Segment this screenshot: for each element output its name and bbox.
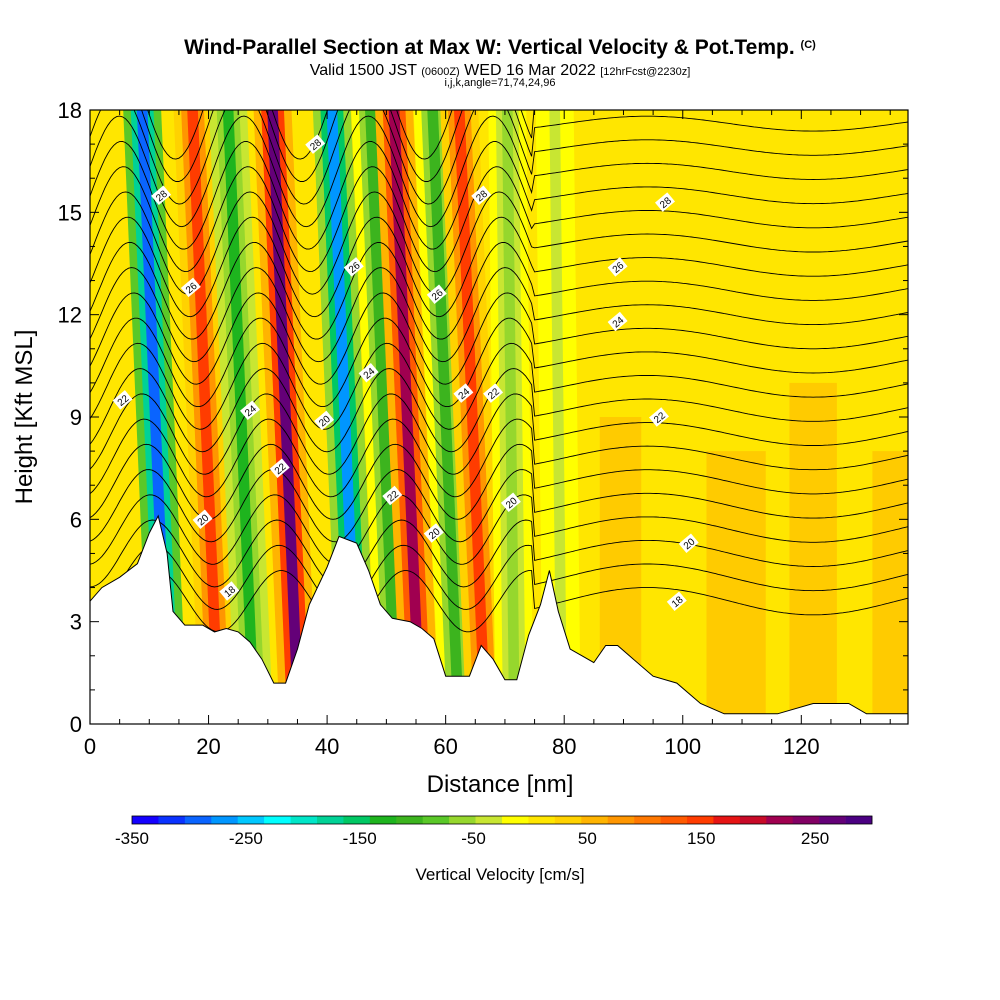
subtitle-fcst: [12hrFcst@2230z] (600, 66, 691, 78)
colorbar-swatch (396, 816, 424, 824)
x-tick-label: 40 (315, 734, 339, 759)
colorbar-swatch (475, 816, 503, 824)
velocity-band-core (365, 110, 402, 724)
theta-contour-line (90, 241, 908, 340)
colorbar-swatch (792, 816, 820, 824)
x-tick-label: 120 (783, 734, 820, 759)
theta-contour-line (90, 393, 908, 475)
y-axis-title: Height [Kft MSL] (11, 330, 38, 505)
y-tick-label: 3 (70, 610, 82, 635)
colorbar-tick-label: -350 (115, 829, 149, 848)
colorbar-tick-label: -150 (343, 829, 377, 848)
terrain (90, 514, 908, 724)
colorbar-swatch (528, 816, 556, 824)
colorbar: -350 -250 -150 -50 50 150 250 (115, 815, 873, 848)
colorbar-label: Vertical Velocity [cm/s] (415, 865, 584, 884)
colorbar-tick-label: -250 (229, 829, 263, 848)
colorbar-swatch (687, 816, 714, 824)
colorbar-swatch (184, 816, 212, 824)
theta-contour-line (90, 368, 908, 453)
theta-contour-line (90, 115, 908, 228)
theta-contour-line (90, 216, 908, 318)
colorbar-tick-label: 150 (687, 829, 715, 848)
colorbar-swatch (343, 816, 371, 824)
y-tick-label: 6 (70, 507, 82, 532)
axes: 0 20 40 60 80 100 120 0 3 6 9 12 15 18 (58, 98, 908, 759)
field-weak-updraft (872, 451, 908, 724)
velocity-band-core (501, 110, 520, 724)
theta-contour-line (90, 267, 908, 363)
colorbar-tick-label: 50 (578, 829, 597, 848)
colorbar-swatch (581, 816, 609, 824)
theta-contour-line (90, 469, 908, 543)
colorbar-swatch (502, 816, 529, 824)
colorbar-swatch (132, 816, 159, 824)
colorbar-swatch (845, 816, 873, 824)
x-tick-label: 0 (84, 734, 96, 759)
theta-contour-line (90, 494, 908, 565)
colorbar-swatch (634, 816, 661, 824)
colorbar-swatch (422, 816, 450, 824)
theta-contour-line (90, 519, 908, 588)
theta-contour-line (90, 342, 908, 430)
chart-subtitle-indices: i,j,k,angle=71,74,24,96 (444, 77, 556, 89)
subtitle-utc: (0600Z) (421, 66, 460, 78)
chart-subtitle: Valid 1500 JST (0600Z) WED 16 Mar 2022 [… (0, 62, 1000, 80)
subtitle-date: WED 16 Mar 2022 (464, 62, 596, 79)
colorbar-swatch (449, 816, 476, 824)
velocity-band-core (222, 110, 260, 724)
colorbar-swatch (158, 816, 186, 824)
colorbar-swatch (713, 816, 741, 824)
theta-contour-line (141, 110, 908, 182)
colorbar-swatch (237, 816, 265, 824)
velocity-band-core (549, 110, 568, 724)
colorbar-swatch (211, 816, 239, 824)
velocity-field (90, 110, 908, 724)
theta-contour-line (90, 418, 908, 498)
theta-contour-line (90, 110, 908, 205)
theta-contour-line (90, 443, 908, 520)
field-weak-updraft (706, 451, 766, 724)
x-tick-label: 20 (196, 734, 220, 759)
field-weak-updraft (789, 382, 837, 724)
x-tick-label: 60 (433, 734, 457, 759)
colorbar-swatch (264, 816, 291, 824)
colorbar-swatch (317, 816, 344, 824)
theta-contour-line (90, 317, 908, 408)
colorbar-swatch (369, 816, 397, 824)
colorbar-swatch (290, 816, 318, 824)
colorbar-tick-label: 250 (801, 829, 829, 848)
title-mark: (C) (800, 39, 816, 51)
theta-contour-line (90, 292, 908, 385)
terrain-mask (90, 514, 908, 724)
colorbar-swatch (739, 816, 767, 824)
velocity-band-core (427, 110, 465, 724)
x-tick-label: 100 (664, 734, 701, 759)
velocity-band-core (267, 110, 304, 724)
y-tick-label: 15 (58, 200, 82, 225)
colorbar-swatch (554, 816, 582, 824)
subtitle-valid: Valid 1500 JST (309, 62, 417, 79)
y-tick-label: 12 (58, 303, 82, 328)
colorbar-swatch (607, 816, 635, 824)
colorbar-swatch (660, 816, 688, 824)
y-tick-label: 18 (58, 98, 82, 123)
colorbar-tick-label: -50 (461, 829, 486, 848)
colorbar-swatch (819, 816, 846, 824)
theta-contour-line (90, 141, 908, 250)
theta-contour-line (90, 191, 908, 295)
theta-contours (90, 110, 908, 633)
theta-contour-line (90, 166, 908, 273)
theta-contour-line (90, 544, 908, 610)
x-axis-title: Distance [nm] (427, 771, 574, 798)
x-tick-label: 80 (552, 734, 576, 759)
y-tick-label: 0 (70, 712, 82, 737)
chart-title: Wind-Parallel Section at Max W: Vertical… (184, 36, 816, 59)
colorbar-swatch (766, 816, 794, 824)
y-tick-label: 9 (70, 405, 82, 430)
velocity-band-core (453, 110, 491, 724)
